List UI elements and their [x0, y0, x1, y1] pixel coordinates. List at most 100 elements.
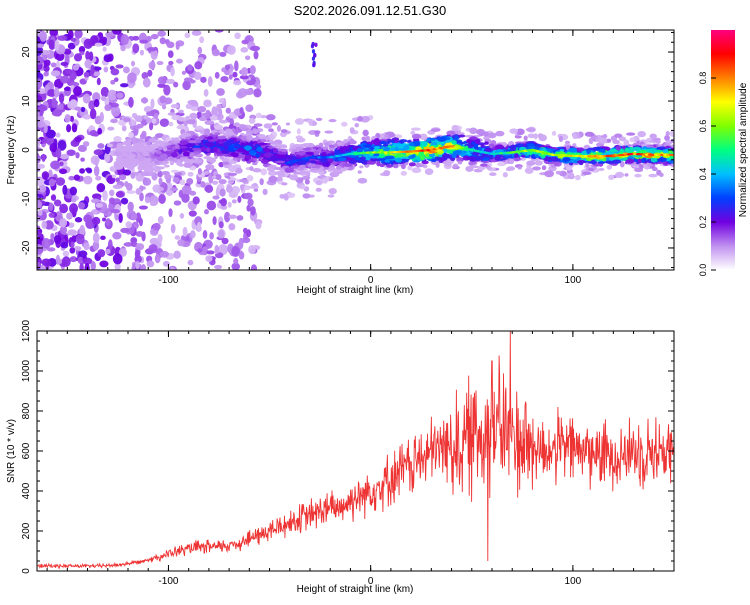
- heatmap-cell: [55, 52, 65, 62]
- heatmap-cell: [224, 128, 233, 134]
- heatmap-cell: [123, 140, 129, 146]
- heatmap-cell: [138, 205, 149, 210]
- heatmap-cell: [226, 45, 236, 55]
- heatmap-cell: [252, 168, 262, 173]
- heatmap-cell: [602, 133, 608, 138]
- heatmap-cell: [86, 168, 93, 174]
- heatmap-cell: [188, 210, 197, 217]
- heatmap-cell: [104, 104, 112, 112]
- heatmap-cell: [130, 213, 138, 221]
- heatmap-cell: [48, 202, 54, 211]
- heatmap-cell: [312, 62, 316, 67]
- heatmap-cell: [284, 167, 295, 173]
- heatmap-cell: [647, 148, 658, 154]
- heatmap-cell: [469, 127, 478, 135]
- heatmap-cell: [135, 187, 142, 195]
- spectrogram-x-label: Height of straight line (km): [297, 285, 414, 296]
- heatmap-cell: [174, 235, 181, 240]
- heatmap-cell: [41, 238, 51, 249]
- heatmap-cell: [126, 147, 136, 153]
- heatmap-cell: [209, 115, 218, 121]
- heatmap-cell: [142, 177, 152, 186]
- heatmap-cell: [249, 65, 256, 75]
- heatmap-cell: [446, 130, 456, 136]
- heatmap-cell: [225, 185, 233, 193]
- heatmap-cell: [306, 151, 314, 156]
- heatmap-cell: [168, 60, 174, 66]
- heatmap-cell: [83, 38, 93, 50]
- heatmap-cell: [57, 139, 67, 151]
- heatmap-cell: [100, 86, 109, 98]
- heatmap-cell: [347, 155, 358, 158]
- figure-title: S202.2026.091.12.51.G30: [294, 3, 447, 18]
- heatmap-cell: [514, 135, 522, 139]
- heatmap-cell: [58, 93, 65, 104]
- heatmap-cell: [238, 124, 247, 130]
- heatmap-cell: [211, 175, 217, 179]
- heatmap-cell: [128, 131, 134, 139]
- heatmap-cell: [197, 248, 203, 253]
- heatmap-cell: [97, 249, 106, 258]
- heatmap-cell: [269, 155, 278, 161]
- colorbar-label: Normalized spectral amplitude: [738, 82, 749, 217]
- heatmap-cell: [184, 32, 191, 39]
- heatmap-cell: [37, 231, 42, 236]
- heatmap-cell: [53, 87, 60, 98]
- heatmap-cell: [356, 147, 363, 154]
- heatmap-cell: [614, 171, 625, 179]
- heatmap-cell: [129, 158, 139, 162]
- heatmap-cell: [349, 138, 355, 144]
- heatmap-cell: [357, 170, 362, 174]
- heatmap-cell: [154, 140, 165, 145]
- heatmap-cell: [233, 80, 242, 86]
- heatmap-cell: [104, 152, 111, 163]
- heatmap-cell: [114, 262, 121, 270]
- heatmap-cell: [410, 127, 421, 131]
- heatmap-cell: [139, 39, 149, 44]
- heatmap-cell: [281, 182, 288, 186]
- heatmap-cell: [203, 89, 209, 97]
- heatmap-cell: [157, 83, 166, 88]
- heatmap-cell: [339, 147, 345, 153]
- heatmap-cell: [193, 158, 203, 164]
- heatmap-cell: [146, 168, 154, 173]
- heatmap-cell: [41, 153, 46, 162]
- heatmap-cell: [188, 140, 197, 144]
- heatmap-cell: [72, 64, 80, 71]
- heatmap-cell: [403, 145, 410, 151]
- heatmap-cell: [271, 122, 278, 126]
- heatmap-cell: [246, 135, 253, 141]
- y-tick-label: 400: [21, 482, 32, 499]
- heatmap-cell: [196, 221, 202, 231]
- heatmap-cell: [83, 71, 90, 78]
- heatmap-cell: [181, 193, 190, 203]
- colorbar-ticks: 0.0 0.2 0.4 0.6 0.8: [698, 72, 716, 276]
- heatmap-cell: [218, 244, 228, 255]
- heatmap-cell: [37, 138, 42, 144]
- heatmap-cell: [245, 155, 252, 160]
- heatmap-cell: [41, 258, 52, 267]
- heatmap-cell: [61, 256, 71, 267]
- heatmap-cell: [62, 250, 70, 257]
- heatmap-cell: [160, 162, 167, 166]
- heatmap-cell: [120, 44, 126, 52]
- heatmap-cell: [327, 168, 333, 173]
- heatmap-cell: [608, 174, 615, 181]
- heatmap-cell: [230, 186, 241, 195]
- heatmap-cell: [280, 149, 287, 153]
- heatmap-cell: [419, 155, 426, 161]
- heatmap-cell: [534, 160, 543, 166]
- heatmap-cell: [509, 147, 517, 152]
- heatmap-cell: [153, 112, 159, 119]
- heatmap-cell: [148, 138, 157, 143]
- heatmap-cell: [37, 46, 43, 57]
- heatmap-cell: [214, 71, 220, 79]
- heatmap-cell: [113, 151, 123, 157]
- heatmap-cell: [97, 127, 103, 135]
- heatmap-cell: [227, 201, 232, 208]
- heatmap-cell: [219, 155, 224, 160]
- heatmap-cell: [121, 156, 129, 159]
- heatmap-cell: [315, 117, 323, 121]
- heatmap-cell: [634, 173, 642, 178]
